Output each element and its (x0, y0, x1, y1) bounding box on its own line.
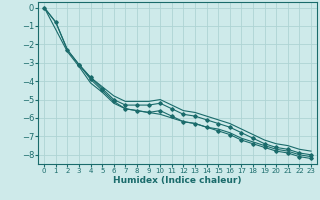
X-axis label: Humidex (Indice chaleur): Humidex (Indice chaleur) (113, 176, 242, 185)
